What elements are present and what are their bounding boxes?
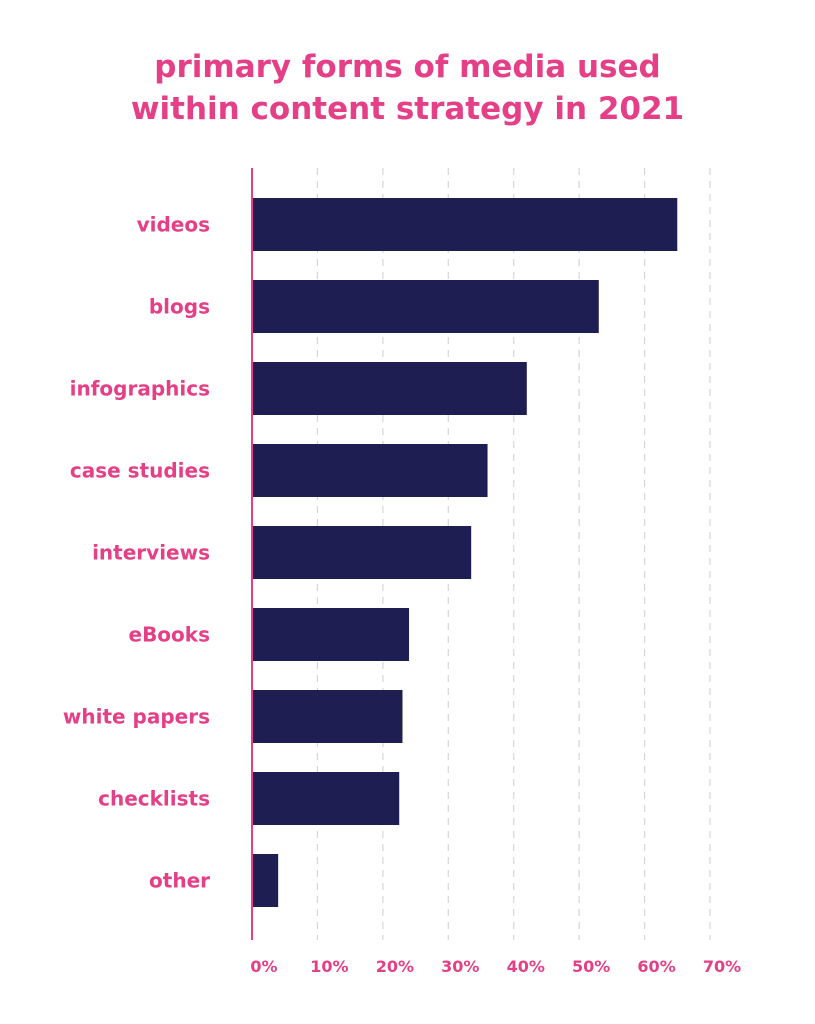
category-label-blogs: blogs — [149, 295, 210, 319]
x-tick-label-50: 50% — [572, 957, 610, 976]
chart-title-line-2: within content strategy in 2021 — [130, 91, 685, 127]
bars — [252, 198, 678, 907]
bar-videos — [252, 198, 678, 251]
x-tick-label-0: 0% — [250, 957, 277, 976]
bar-interviews — [252, 526, 472, 579]
bar-blogs — [252, 280, 599, 333]
category-label-interviews: interviews — [92, 541, 210, 565]
category-label-ebooks: eBooks — [129, 623, 211, 647]
category-label-infographics: infographics — [70, 377, 210, 401]
x-tick-label-10: 10% — [310, 957, 348, 976]
bar-other — [252, 854, 279, 907]
category-label-case-studies: case studies — [70, 459, 210, 483]
category-label-other: other — [149, 869, 210, 893]
category-label-checklists: checklists — [98, 787, 210, 811]
bar-infographics — [252, 362, 527, 415]
bar-case-studies — [252, 444, 488, 497]
bar-white-papers — [252, 690, 403, 743]
x-tick-label-70: 70% — [703, 957, 741, 976]
x-tick-label-20: 20% — [376, 957, 414, 976]
chart-title-line-1: primary forms of media used — [154, 49, 661, 85]
x-tick-label-30: 30% — [441, 957, 479, 976]
category-label-videos: videos — [137, 213, 210, 237]
category-label-white-papers: white papers — [63, 705, 210, 729]
chart-title: primary forms of media used within conte… — [0, 46, 815, 130]
bar-checklists — [252, 772, 400, 825]
tick-labels: 0% 10% 20% 30% 40% 50% 60% 70% — [250, 957, 741, 976]
x-tick-label-60: 60% — [637, 957, 675, 976]
x-tick-label-40: 40% — [507, 957, 545, 976]
bar-ebooks — [252, 608, 410, 661]
category-labels: videos blogs infographics case studies inter… — [63, 213, 210, 893]
